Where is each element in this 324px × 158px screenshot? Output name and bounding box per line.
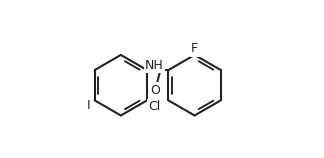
Text: Cl: Cl (148, 100, 160, 113)
Text: F: F (191, 42, 198, 55)
Text: NH: NH (145, 59, 164, 72)
Text: I: I (87, 99, 90, 112)
Text: O: O (150, 84, 160, 97)
